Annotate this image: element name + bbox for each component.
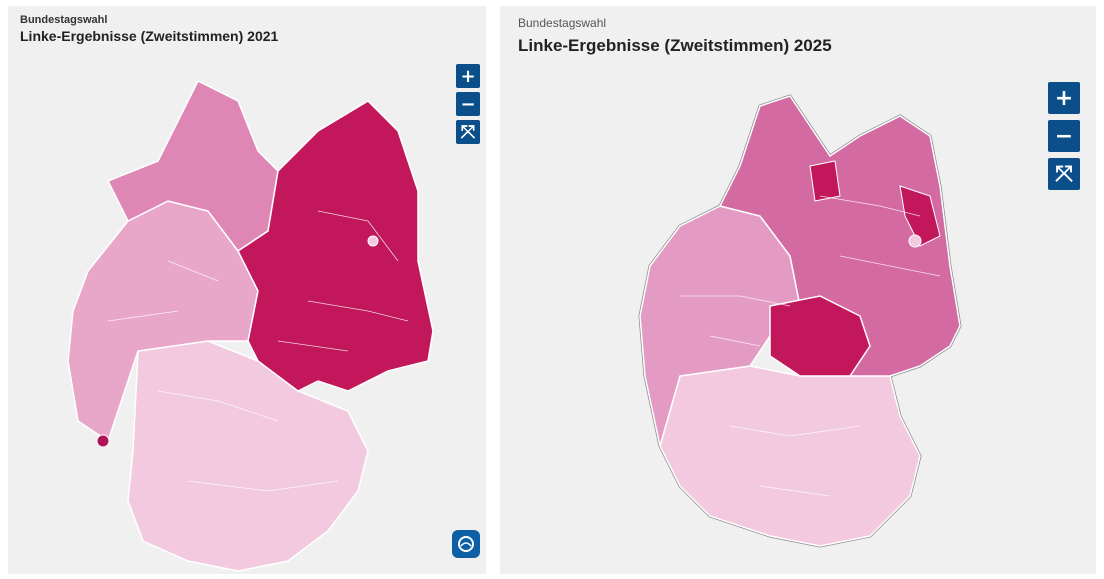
map-kicker: Bundestagswahl [518, 16, 607, 30]
berlin-marker[interactable] [908, 234, 922, 248]
saarland-marker[interactable] [96, 434, 110, 448]
map-panel-2021: Bundestagswahl Linke-Ergebnisse (Zweitst… [8, 6, 486, 574]
zoom-out-button[interactable]: − [1048, 120, 1080, 152]
germany-choropleth-2025[interactable] [620, 76, 980, 556]
reset-view-button[interactable]: ⤧ [1048, 158, 1080, 190]
zoom-controls: + − ⤧ [456, 64, 480, 144]
region-east[interactable] [718, 95, 961, 377]
region-north-east-dark[interactable] [809, 160, 941, 247]
region-east[interactable] [237, 100, 434, 392]
region-thuringia[interactable] [769, 295, 871, 377]
region-south[interactable] [659, 365, 921, 547]
state-borders [107, 210, 409, 492]
berlin-marker[interactable] [367, 235, 379, 247]
map-title: Linke-Ergebnisse (Zweitstimmen) 2025 [518, 36, 832, 55]
map-kicker: Bundestagswahl [20, 14, 108, 26]
globe-icon [458, 536, 474, 552]
germany-choropleth-2021[interactable] [48, 61, 448, 574]
zoom-in-button[interactable]: + [1048, 82, 1080, 114]
tagesschau-logo-icon[interactable] [452, 530, 480, 558]
zoom-out-button[interactable]: − [456, 92, 480, 116]
district-borders [680, 195, 941, 497]
reset-view-button[interactable]: ⤧ [456, 120, 480, 144]
zoom-controls: + − ⤧ [1048, 82, 1080, 190]
map-panel-2025: Bundestagswahl Linke-Ergebnisse (Zweitst… [500, 6, 1096, 574]
map-title: Linke-Ergebnisse (Zweitstimmen) 2021 [20, 28, 279, 44]
zoom-in-button[interactable]: + [456, 64, 480, 88]
